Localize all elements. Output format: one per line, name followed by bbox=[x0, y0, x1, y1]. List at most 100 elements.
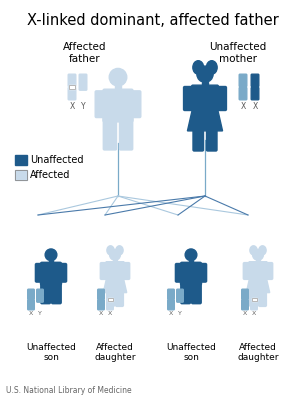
Text: Affected: Affected bbox=[30, 170, 70, 180]
Polygon shape bbox=[103, 273, 127, 293]
Bar bbox=[69, 85, 75, 89]
Ellipse shape bbox=[109, 69, 127, 86]
FancyBboxPatch shape bbox=[116, 291, 123, 307]
Ellipse shape bbox=[116, 246, 123, 255]
Text: Unaffected: Unaffected bbox=[30, 155, 84, 165]
Text: Affected
daughter: Affected daughter bbox=[94, 343, 136, 362]
Text: Affected
father: Affected father bbox=[63, 42, 107, 64]
Ellipse shape bbox=[45, 249, 57, 261]
FancyBboxPatch shape bbox=[251, 88, 259, 100]
FancyBboxPatch shape bbox=[79, 74, 87, 82]
FancyBboxPatch shape bbox=[175, 263, 183, 282]
Text: Unaffected
son: Unaffected son bbox=[26, 343, 76, 362]
Ellipse shape bbox=[185, 249, 197, 261]
FancyBboxPatch shape bbox=[98, 289, 104, 299]
FancyBboxPatch shape bbox=[41, 262, 61, 285]
Ellipse shape bbox=[197, 66, 213, 82]
FancyBboxPatch shape bbox=[216, 86, 227, 110]
FancyBboxPatch shape bbox=[98, 300, 104, 310]
FancyBboxPatch shape bbox=[103, 118, 116, 150]
Bar bbox=[202, 82, 208, 88]
FancyBboxPatch shape bbox=[199, 263, 207, 282]
FancyBboxPatch shape bbox=[119, 118, 133, 150]
FancyBboxPatch shape bbox=[251, 300, 257, 310]
Ellipse shape bbox=[107, 246, 114, 255]
FancyBboxPatch shape bbox=[192, 85, 218, 104]
Bar bbox=[107, 298, 112, 301]
Bar bbox=[107, 298, 112, 301]
Text: X: X bbox=[240, 102, 246, 111]
FancyBboxPatch shape bbox=[107, 300, 113, 310]
FancyBboxPatch shape bbox=[242, 289, 248, 299]
Ellipse shape bbox=[253, 249, 263, 260]
Text: Y: Y bbox=[38, 311, 42, 316]
Text: X: X bbox=[108, 311, 112, 316]
Bar bbox=[251, 298, 257, 301]
FancyBboxPatch shape bbox=[68, 74, 76, 87]
FancyBboxPatch shape bbox=[250, 291, 257, 307]
FancyBboxPatch shape bbox=[107, 291, 115, 307]
Bar bbox=[15, 170, 27, 180]
FancyBboxPatch shape bbox=[41, 282, 50, 304]
Text: Unaffected
son: Unaffected son bbox=[166, 343, 216, 362]
Bar bbox=[251, 298, 257, 301]
Text: X: X bbox=[69, 102, 75, 111]
FancyBboxPatch shape bbox=[239, 74, 247, 87]
FancyBboxPatch shape bbox=[28, 289, 34, 299]
Ellipse shape bbox=[259, 246, 266, 255]
Bar bbox=[69, 85, 75, 89]
Polygon shape bbox=[246, 273, 270, 293]
Bar bbox=[189, 260, 193, 265]
FancyBboxPatch shape bbox=[37, 295, 43, 302]
FancyBboxPatch shape bbox=[251, 289, 257, 299]
FancyBboxPatch shape bbox=[265, 263, 273, 280]
Bar bbox=[256, 260, 260, 264]
Text: X: X bbox=[99, 311, 103, 316]
FancyBboxPatch shape bbox=[130, 91, 141, 118]
FancyBboxPatch shape bbox=[181, 262, 201, 285]
Text: Y: Y bbox=[178, 311, 182, 316]
FancyBboxPatch shape bbox=[100, 263, 108, 280]
Ellipse shape bbox=[110, 249, 120, 260]
FancyBboxPatch shape bbox=[251, 74, 259, 87]
FancyBboxPatch shape bbox=[258, 291, 266, 307]
FancyBboxPatch shape bbox=[168, 300, 174, 310]
FancyBboxPatch shape bbox=[242, 300, 248, 310]
Polygon shape bbox=[188, 101, 223, 131]
FancyBboxPatch shape bbox=[193, 128, 204, 151]
FancyBboxPatch shape bbox=[207, 128, 217, 151]
FancyBboxPatch shape bbox=[79, 82, 87, 90]
Text: Y: Y bbox=[81, 102, 85, 111]
Text: X: X bbox=[29, 311, 33, 316]
FancyBboxPatch shape bbox=[68, 88, 76, 100]
FancyBboxPatch shape bbox=[37, 289, 43, 296]
FancyBboxPatch shape bbox=[107, 289, 113, 299]
FancyBboxPatch shape bbox=[122, 263, 130, 280]
Bar bbox=[49, 260, 53, 265]
FancyBboxPatch shape bbox=[35, 263, 43, 282]
Text: X-linked dominant, affected father: X-linked dominant, affected father bbox=[27, 13, 279, 28]
FancyBboxPatch shape bbox=[181, 282, 190, 304]
FancyBboxPatch shape bbox=[192, 282, 201, 304]
FancyBboxPatch shape bbox=[59, 263, 67, 282]
FancyBboxPatch shape bbox=[177, 295, 183, 302]
FancyBboxPatch shape bbox=[249, 262, 267, 275]
FancyBboxPatch shape bbox=[243, 263, 251, 280]
FancyBboxPatch shape bbox=[103, 89, 133, 122]
Bar bbox=[15, 170, 27, 180]
Ellipse shape bbox=[250, 246, 257, 255]
FancyBboxPatch shape bbox=[184, 86, 194, 110]
Ellipse shape bbox=[206, 61, 217, 74]
Text: Unaffected
mother: Unaffected mother bbox=[209, 42, 266, 64]
Bar bbox=[15, 155, 27, 165]
FancyBboxPatch shape bbox=[106, 262, 124, 275]
FancyBboxPatch shape bbox=[177, 289, 183, 296]
FancyBboxPatch shape bbox=[239, 88, 247, 100]
Text: X: X bbox=[252, 102, 258, 111]
Bar bbox=[113, 260, 117, 264]
Text: X: X bbox=[243, 311, 247, 316]
FancyBboxPatch shape bbox=[168, 289, 174, 299]
Bar bbox=[115, 85, 121, 92]
Text: X: X bbox=[252, 311, 256, 316]
Text: Affected
daughter: Affected daughter bbox=[237, 343, 279, 362]
